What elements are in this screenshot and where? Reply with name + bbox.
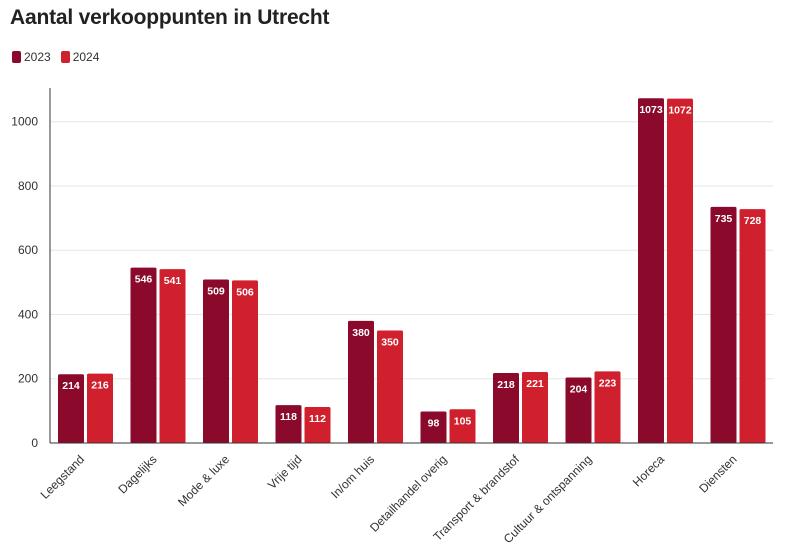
bar-2023[interactable] <box>348 320 374 443</box>
y-tick-label: 600 <box>18 243 38 257</box>
bar-2023[interactable] <box>130 267 157 443</box>
data-label-2023: 1073 <box>639 104 663 116</box>
data-label-2023: 546 <box>135 274 153 286</box>
legend: 2023 2024 <box>12 50 99 64</box>
bar-2023[interactable] <box>420 411 447 443</box>
bar-2023[interactable] <box>203 279 229 443</box>
bar-2024[interactable] <box>232 280 258 443</box>
data-label-2024: 728 <box>744 215 762 227</box>
bar-2024[interactable] <box>739 209 766 443</box>
data-label-2024: 350 <box>381 337 399 349</box>
data-labels: 214 216 546 541 509 506 118 112 380 350 98 105 218 22… <box>62 104 761 429</box>
bar-2024[interactable] <box>87 373 113 443</box>
legend-label-2024: 2024 <box>72 50 100 64</box>
legend-label-2023: 2023 <box>24 50 51 64</box>
bar-2024[interactable] <box>449 409 476 443</box>
bar-2024[interactable] <box>159 269 186 443</box>
gridlines <box>50 121 773 380</box>
bar-2024[interactable] <box>667 98 693 443</box>
y-tick-label: 0 <box>31 436 38 450</box>
legend-item-2024[interactable]: 2024 <box>60 50 100 64</box>
y-tick-label: 200 <box>18 372 38 386</box>
data-label-2024: 1072 <box>668 105 692 117</box>
bar-2023[interactable] <box>275 405 302 443</box>
data-label-2023: 214 <box>62 380 80 392</box>
bar-2024[interactable] <box>304 407 331 443</box>
x-tick-label: Dagelijks <box>115 452 159 496</box>
data-label-2024: 105 <box>454 415 472 427</box>
data-label-2024: 216 <box>91 380 109 392</box>
data-label-2024: 112 <box>309 413 326 425</box>
bar-2023[interactable] <box>493 372 519 443</box>
bar-2024[interactable] <box>377 330 403 443</box>
y-tick-label: 400 <box>18 307 38 321</box>
x-tick-label: Vrije tijd <box>265 452 305 492</box>
data-label-2023: 218 <box>497 379 515 391</box>
data-label-2024: 541 <box>164 275 182 287</box>
bar-2024[interactable] <box>522 371 548 443</box>
x-axis-labels: Leegstand Dagelijks Mode & luxe Vrije tijd I… <box>38 452 740 546</box>
chart-title: Aantal verkooppunten in Utrecht <box>10 6 330 29</box>
data-label-2024: 223 <box>599 377 617 389</box>
data-label-2023: 118 <box>280 411 297 423</box>
x-tick-label: In/om huis <box>328 452 377 501</box>
data-label-2023: 735 <box>715 213 733 225</box>
y-tick-label: 800 <box>18 179 38 193</box>
legend-swatch-2023 <box>12 51 21 63</box>
data-label-2023: 509 <box>207 285 225 297</box>
data-label-2023: 98 <box>428 418 440 430</box>
data-label-2023: 204 <box>570 383 588 395</box>
legend-swatch-2024 <box>60 51 70 63</box>
y-tick-label: 1000 <box>11 115 38 129</box>
bar-2023[interactable] <box>58 374 84 443</box>
data-label-2024: 506 <box>236 286 254 298</box>
bar-2023[interactable] <box>565 377 592 443</box>
y-axis-ticks: 0 200 400 600 800 1000 <box>11 115 38 450</box>
x-tick-label: Diensten <box>696 452 739 495</box>
x-tick-label: Horeca <box>630 452 667 489</box>
bars <box>58 98 766 443</box>
bar-2023[interactable] <box>638 98 664 443</box>
data-label-2024: 221 <box>526 378 544 390</box>
bar-2023[interactable] <box>710 206 737 443</box>
data-label-2023: 380 <box>352 327 370 339</box>
x-tick-label: Detailhandel overig <box>367 452 450 535</box>
x-tick-label: Leegstand <box>38 452 88 502</box>
x-tick-label: Mode & luxe <box>175 452 232 509</box>
legend-item-2023[interactable]: 2023 <box>12 50 51 64</box>
bar-2024[interactable] <box>594 371 621 443</box>
